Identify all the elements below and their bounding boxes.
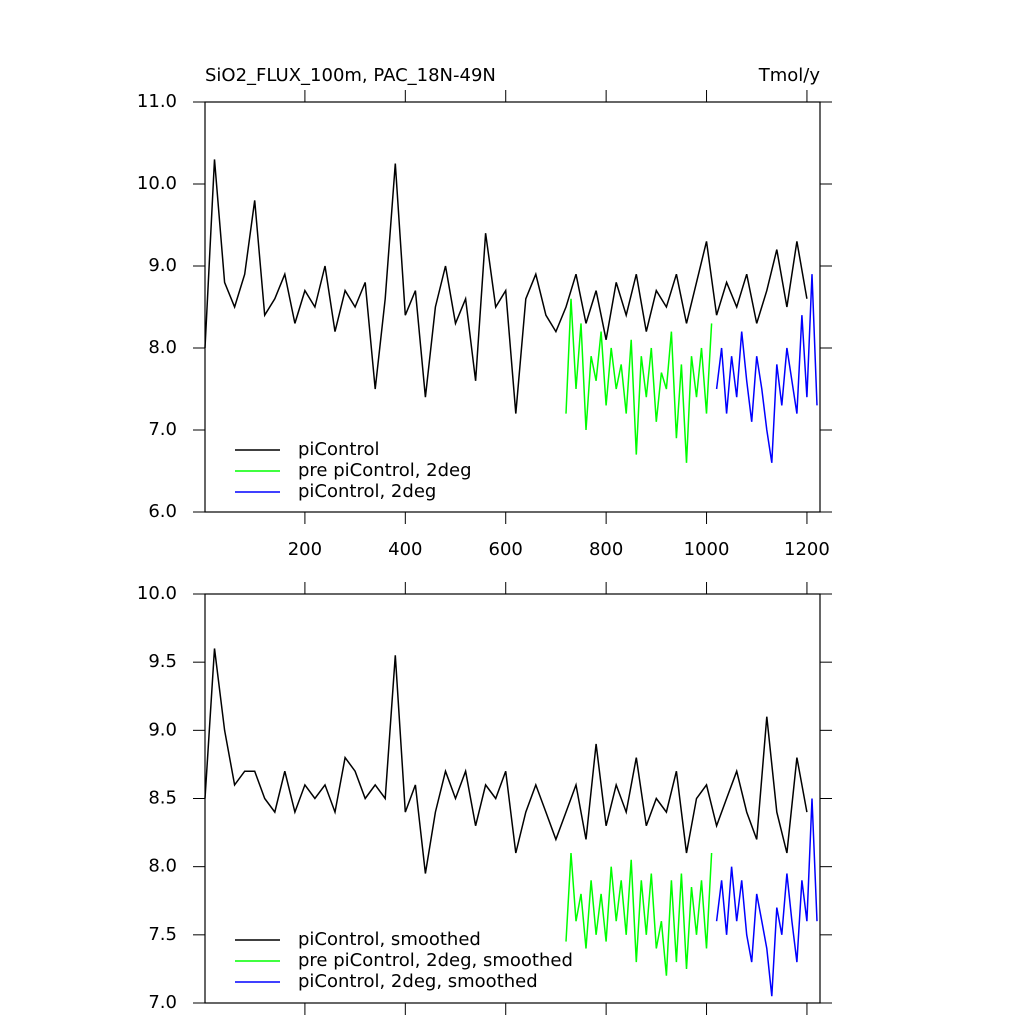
- x-tick-label: 800: [589, 539, 623, 560]
- x-tick-label: 600: [489, 539, 523, 560]
- y-tick-label: 9.0: [148, 255, 177, 276]
- y-tick-label: 10.0: [137, 583, 177, 604]
- x-tick-label: 1000: [684, 539, 730, 560]
- unit-label: Tmol/y: [758, 65, 821, 86]
- data-line: [204, 648, 808, 874]
- legend-label: piControl, 2deg, smoothed: [298, 971, 538, 992]
- y-tick-label: 9.5: [148, 651, 177, 672]
- x-tick-label: 200: [288, 539, 322, 560]
- y-tick-label: 8.0: [148, 856, 177, 877]
- y-tick-label: 8.0: [148, 337, 177, 358]
- legend-label: piControl, smoothed: [298, 929, 481, 950]
- data-line: [565, 852, 713, 976]
- data-line: [715, 798, 818, 997]
- legend-label: piControl: [298, 439, 380, 460]
- legend-label: piControl, 2deg: [298, 481, 436, 502]
- y-tick-label: 8.5: [148, 788, 177, 809]
- data-line: [715, 274, 818, 463]
- plot-frame: [204, 101, 821, 513]
- data-line: [565, 298, 713, 463]
- legend-label: pre piControl, 2deg: [298, 460, 472, 481]
- data-line: [204, 159, 808, 414]
- y-tick-label: 7.0: [148, 992, 177, 1013]
- legend-label: pre piControl, 2deg, smoothed: [298, 950, 573, 971]
- y-tick-label: 7.0: [148, 419, 177, 440]
- y-tick-label: 6.0: [148, 501, 177, 522]
- y-tick-label: 9.0: [148, 719, 177, 740]
- x-tick-label: 400: [388, 539, 422, 560]
- y-tick-label: 11.0: [137, 91, 177, 112]
- y-tick-label: 10.0: [137, 173, 177, 194]
- y-tick-label: 7.5: [148, 924, 177, 945]
- chart-title: SiO2_FLUX_100m, PAC_18N-49N: [205, 65, 496, 86]
- x-tick-label: 1200: [784, 539, 830, 560]
